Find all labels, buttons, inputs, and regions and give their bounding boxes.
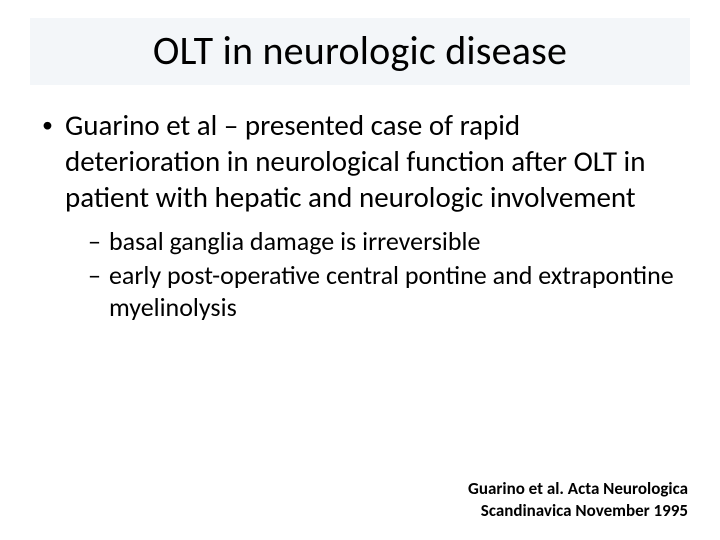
title-bar: OLT in neurologic disease [30,18,690,85]
bullet-icon: • [42,107,53,143]
sub-bullet-text: basal ganglia damage is irreversible [109,225,480,257]
page-title: OLT in neurologic disease [30,26,690,75]
bullet-level1: • Guarino et al – presented case of rapi… [40,107,680,215]
bullet-text: Guarino et al – presented case of rapid … [65,107,680,215]
sub-bullet-list: – basal ganglia damage is irreversible –… [88,225,680,323]
sub-bullet-text: early post-operative central pontine and… [109,259,680,323]
citation-line: Guarino et al. Acta Neurologica [468,478,688,500]
citation-line: Scandinavica November 1995 [468,500,688,522]
dash-icon: – [88,259,101,291]
dash-icon: – [88,225,101,257]
bullet-level2: – basal ganglia damage is irreversible [88,225,680,257]
slide-body: • Guarino et al – presented case of rapi… [40,107,680,323]
bullet-level2: – early post-operative central pontine a… [88,259,680,323]
citation: Guarino et al. Acta Neurologica Scandina… [468,478,688,522]
